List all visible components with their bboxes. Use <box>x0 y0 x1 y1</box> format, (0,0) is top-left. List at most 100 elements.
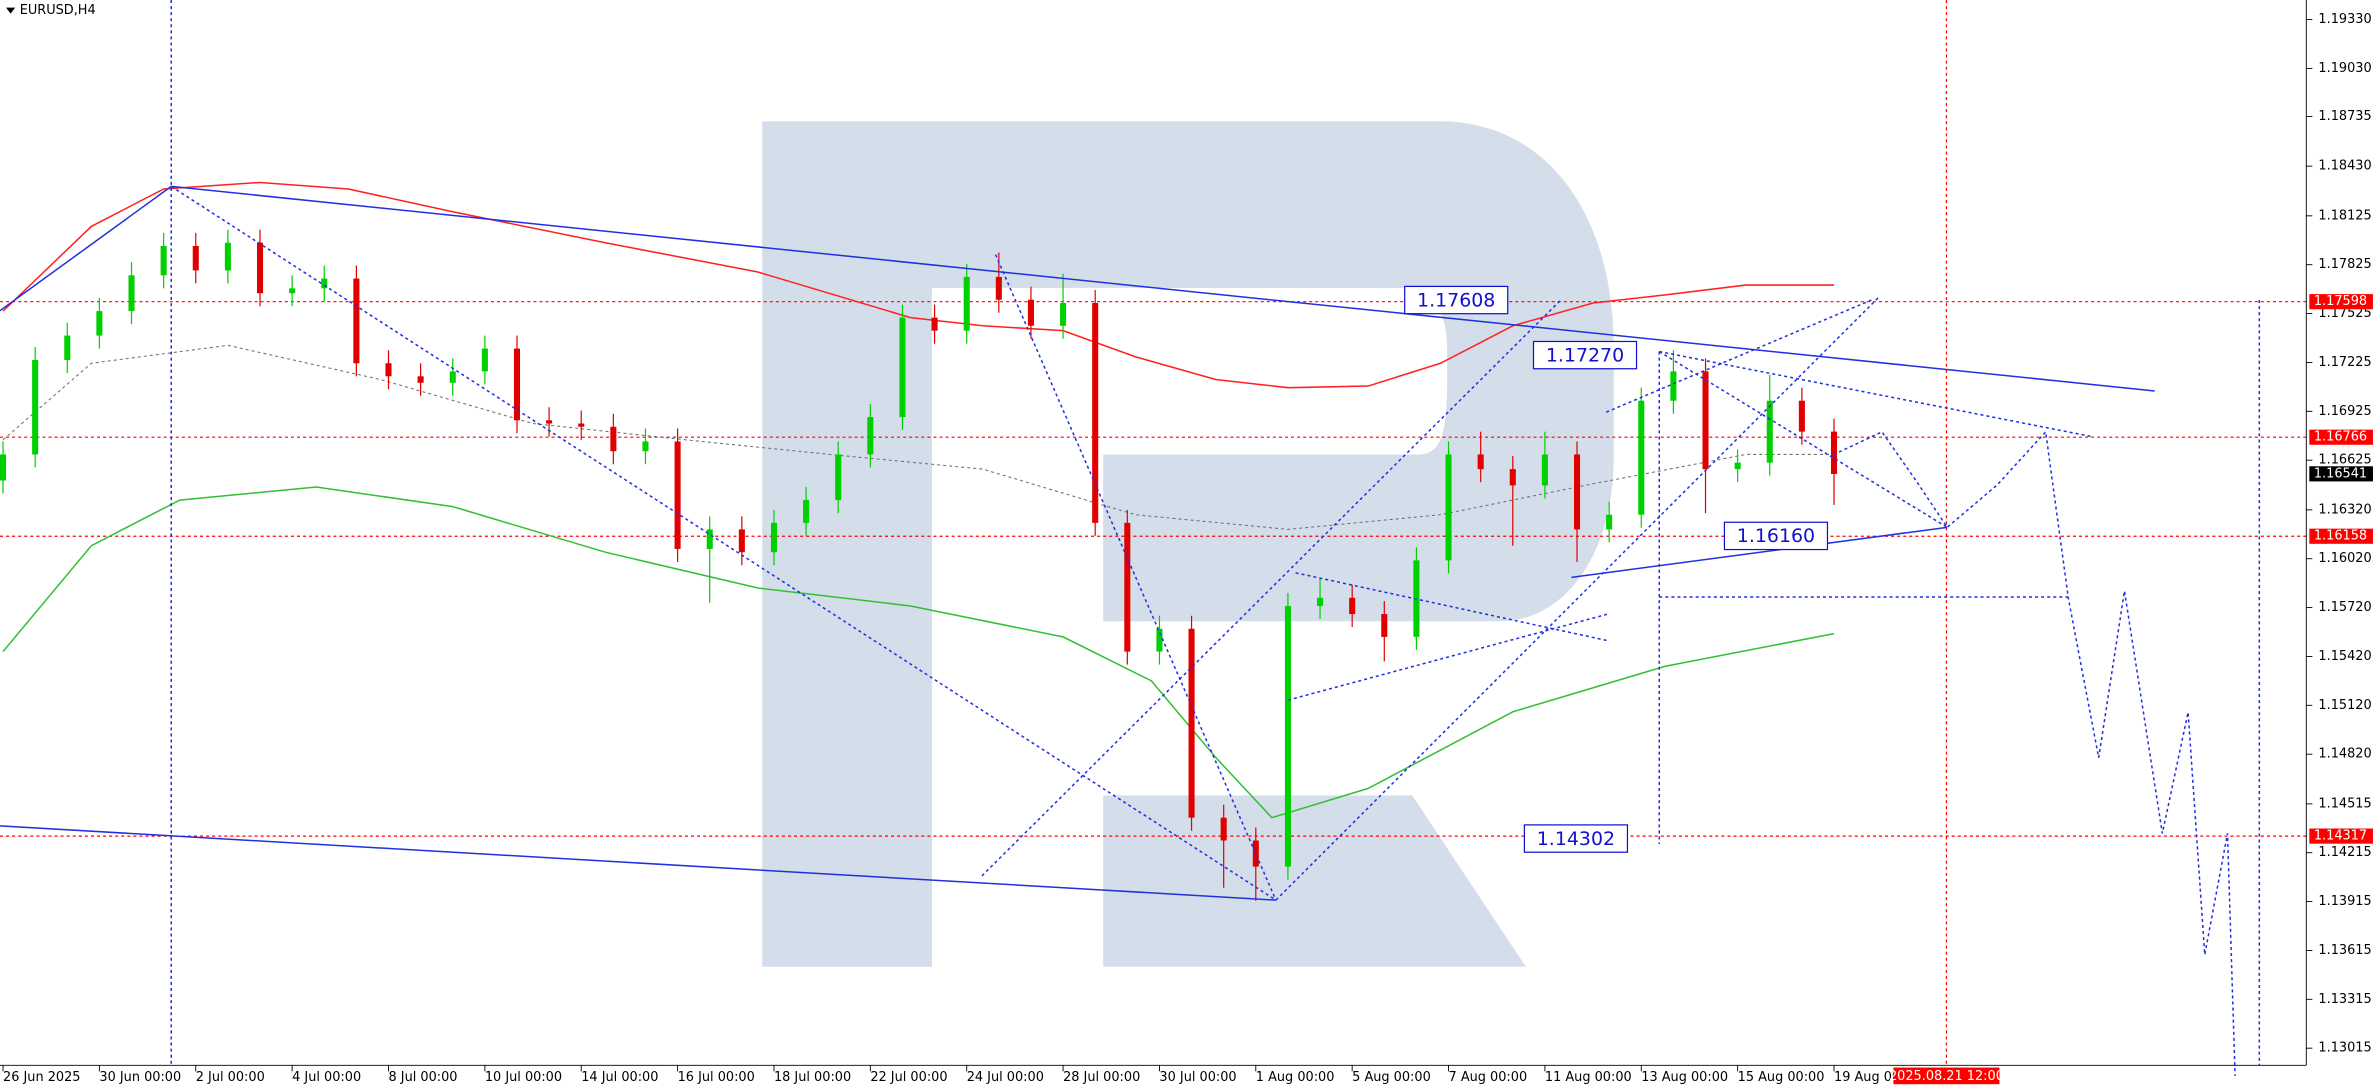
x-tick-label: 5 Aug 00:00 <box>1352 1070 1431 1085</box>
annotation-box <box>1723 521 1829 551</box>
y-tick-label: 1.14215 <box>2318 845 2371 860</box>
candle-body <box>899 317 906 418</box>
price-axis-bg <box>2306 0 2376 1090</box>
current-price-box <box>2309 466 2373 482</box>
x-tick-label: 14 Jul 00:00 <box>581 1070 658 1085</box>
level-box <box>2309 294 2373 310</box>
cursor-time-box <box>1893 1067 2000 1085</box>
y-tick-label: 1.17825 <box>2318 257 2371 272</box>
axes: 1.19330 1.19030 1.18735 1.18430 1.18125 1.178… <box>2 12 2373 1085</box>
level-box <box>2309 528 2373 544</box>
candle-body <box>738 529 745 553</box>
candle-body <box>1124 522 1131 652</box>
x-tick-label: 30 Jun 00:00 <box>99 1070 181 1085</box>
candle-body <box>995 276 1002 300</box>
cursor-time-label: 2025.08.21 12:00 <box>1889 1069 2004 1084</box>
annotation-box <box>1523 824 1629 853</box>
candle-body <box>546 420 553 424</box>
candle-body <box>642 441 649 452</box>
y-tick-label: 1.16925 <box>2318 404 2371 419</box>
annotation-box <box>1532 340 1638 370</box>
level-box <box>2309 828 2373 844</box>
candle-body <box>1766 400 1773 463</box>
y-tick-label: 1.15720 <box>2318 600 2371 615</box>
candle-body <box>481 348 488 372</box>
candle-body <box>1027 299 1034 326</box>
candle-body <box>1541 454 1548 486</box>
level-label: 1.16766 <box>2314 430 2367 445</box>
level-label: 1.14317 <box>2314 829 2367 844</box>
x-tick-label: 2 Jul 00:00 <box>196 1070 265 1085</box>
candle-body <box>835 454 842 501</box>
menu-arrow <box>6 7 16 14</box>
candle-body <box>1445 454 1452 561</box>
y-tick-label: 1.13315 <box>2318 992 2371 1007</box>
y-tick-label: 1.16320 <box>2318 502 2371 517</box>
candle-body <box>706 529 713 549</box>
candle-body <box>64 335 71 360</box>
level-label: 1.16158 <box>2314 529 2367 544</box>
current-price-label: 1.16541 <box>2314 466 2367 481</box>
y-tick-label: 1.17225 <box>2318 355 2371 370</box>
candle-body <box>1573 454 1581 530</box>
candle-body <box>289 288 296 294</box>
annotation-label: 1.17270 <box>1546 344 1624 366</box>
candle-body <box>160 245 167 276</box>
candle-body <box>867 417 874 455</box>
candle-body <box>1670 371 1677 401</box>
candle-body <box>1156 628 1163 652</box>
candle-body <box>770 522 777 553</box>
candle-body <box>1798 400 1805 432</box>
x-tick-label: 8 Jul 00:00 <box>388 1070 457 1085</box>
candle-body <box>803 500 810 523</box>
candle-body <box>192 245 199 271</box>
candle-body <box>449 371 456 383</box>
candle-body <box>0 454 7 481</box>
candle-body <box>1509 469 1516 486</box>
y-tick-label: 1.13915 <box>2318 894 2371 909</box>
candle-body <box>1188 628 1195 818</box>
y-tick-label: 1.16020 <box>2318 551 2371 566</box>
annotation-box <box>1404 285 1509 315</box>
candle-body <box>1381 614 1388 637</box>
candle-body <box>1734 462 1741 470</box>
moving-average <box>2 344 1835 530</box>
x-tick-label: 10 Jul 00:00 <box>485 1070 562 1085</box>
x-tick-label: 4 Jul 00:00 <box>292 1070 361 1085</box>
candle-body <box>1830 431 1838 475</box>
y-tick-label: 1.18125 <box>2318 208 2371 223</box>
y-tick-label: 1.13015 <box>2318 1041 2371 1056</box>
y-tick-label: 1.19030 <box>2318 61 2371 76</box>
candle-body <box>321 278 328 289</box>
annotation-label: 1.14302 <box>1537 828 1615 850</box>
candle-body <box>1702 371 1709 470</box>
chart-title: EURUSD,H4 <box>20 3 96 18</box>
x-tick-label: 26 Jun 2025 <box>3 1070 80 1085</box>
candle-body <box>256 242 264 294</box>
candle-body <box>128 275 135 312</box>
annotation-label: 1.17608 <box>1417 289 1495 311</box>
candle-body <box>1284 605 1291 867</box>
candle-body <box>1220 817 1227 841</box>
candle-body <box>674 441 681 549</box>
x-tick-label: 18 Jul 00:00 <box>774 1070 851 1085</box>
candle-body <box>931 317 938 331</box>
annotations: 1.17608 1.17270 1.16160 1.14302 <box>1404 285 1829 853</box>
candle-body <box>224 242 231 271</box>
x-tick-label: 13 Aug 00:00 <box>1641 1070 1728 1085</box>
x-tick-label: 1 Aug 00:00 <box>1256 1070 1335 1085</box>
x-tick-label: 24 Jul 00:00 <box>967 1070 1044 1085</box>
y-tick-label: 1.18430 <box>2318 159 2371 174</box>
candle-body <box>32 359 39 455</box>
y-tick-label: 1.14515 <box>2318 796 2371 811</box>
plot-area <box>0 0 2307 1066</box>
candle-body <box>1060 302 1067 326</box>
candle-body <box>1638 400 1645 515</box>
x-tick-label: 19 Aug 00:0 <box>1834 1070 1913 1085</box>
y-tick-label: 1.14820 <box>2318 747 2371 762</box>
x-tick-label: 16 Jul 00:00 <box>678 1070 755 1085</box>
candle-body <box>1477 454 1484 470</box>
moving-average <box>2 486 1835 819</box>
